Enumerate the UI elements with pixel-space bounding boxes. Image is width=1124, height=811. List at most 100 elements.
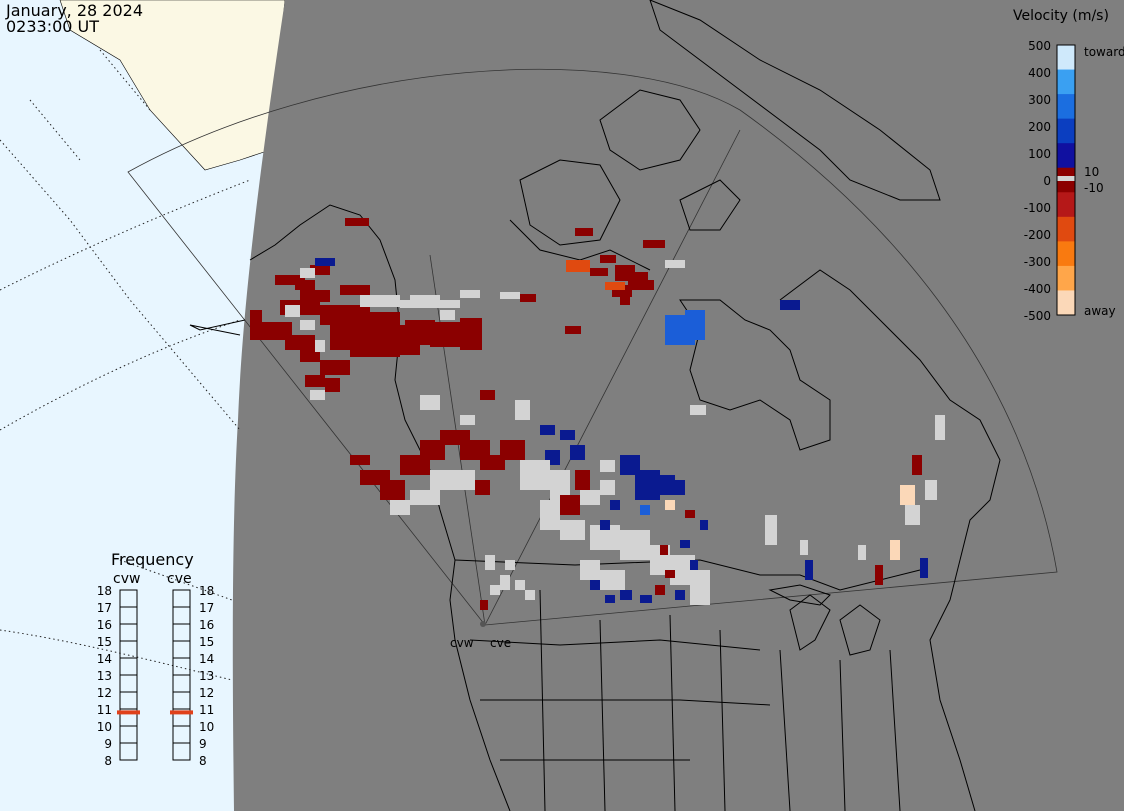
- echo-cell: [360, 295, 400, 307]
- echo-cell: [640, 595, 652, 603]
- graticule: [0, 49, 251, 681]
- echo-cell: [420, 395, 440, 410]
- echo-cell: [480, 390, 495, 400]
- coastlines: [189, 0, 1001, 811]
- radar-site-marker: [480, 621, 486, 627]
- frequency-radar-cvw: cvw: [113, 571, 140, 587]
- echo-cell: [560, 430, 575, 440]
- colorbar-segment: [1057, 118, 1075, 144]
- echo-cell: [410, 295, 440, 303]
- echo-cell: [315, 340, 325, 352]
- echo-cell: [690, 560, 698, 570]
- frequency-title: Frequency: [111, 550, 194, 569]
- echo-cell: [640, 505, 650, 515]
- frequency-tick-label: 9: [199, 737, 207, 751]
- colorbar-tick-label: -300: [1024, 255, 1051, 269]
- echo-cell: [325, 378, 340, 392]
- echo-cell: [262, 322, 292, 340]
- velocity-scale-title: Velocity (m/s): [1013, 8, 1109, 24]
- echo-cell: [380, 480, 405, 500]
- echo-cell: [390, 500, 410, 515]
- echo-cell: [300, 290, 330, 302]
- echo-cell: [440, 310, 455, 320]
- echo-cell: [300, 268, 315, 278]
- frequency-tick-label: 15: [199, 635, 214, 649]
- echo-cell: [315, 258, 335, 266]
- echo-cell: [665, 500, 675, 510]
- echo-cell: [660, 545, 668, 555]
- echo-cell: [600, 480, 615, 495]
- frequency-tick-label: 8: [199, 754, 207, 768]
- colorbar-tick-label: 100: [1028, 147, 1051, 161]
- echo-cell: [675, 590, 685, 600]
- echo-cell: [560, 520, 585, 540]
- echo-cell: [520, 460, 550, 490]
- echo-cell: [345, 218, 369, 226]
- echo-cell: [320, 360, 350, 375]
- colorbar-zero-band: [1057, 176, 1075, 181]
- frequency-radar-cve: cve: [167, 571, 192, 587]
- echo-cell: [475, 480, 490, 495]
- echo-cell: [690, 570, 710, 605]
- echo-cell: [590, 580, 600, 590]
- echo-cell: [925, 480, 937, 500]
- echo-cell: [520, 294, 536, 302]
- echo-cell: [890, 540, 900, 560]
- echo-cell: [600, 520, 610, 530]
- frequency-tick-label: 12: [199, 686, 214, 700]
- colorbar-frame: [1056, 44, 1076, 316]
- frequency-tick-label: 11: [199, 703, 214, 717]
- echo-cell: [580, 490, 600, 505]
- frequency-tick-label: 10: [97, 720, 112, 734]
- frequency-tick-label: 17: [199, 601, 214, 615]
- frequency-marker: [117, 710, 140, 715]
- echo-cell: [575, 228, 593, 236]
- echo-cell: [500, 440, 525, 460]
- echo-cell: [340, 285, 370, 295]
- echo-cell: [480, 600, 488, 610]
- echo-cell: [250, 310, 262, 340]
- echo-cell: [680, 540, 690, 548]
- frequency-tick-label: 8: [104, 754, 112, 768]
- date-label: January, 28 2024: [6, 1, 143, 20]
- echo-cell: [500, 575, 510, 590]
- echo-cell: [780, 300, 800, 310]
- echo-cell: [490, 585, 500, 595]
- frequency-marker: [170, 710, 193, 715]
- echo-cell: [900, 485, 915, 505]
- echo-cell: [305, 375, 325, 387]
- frequency-tick-label: 9: [104, 737, 112, 751]
- echo-cell: [515, 400, 530, 420]
- echo-cell: [570, 445, 585, 460]
- echo-cell: [640, 280, 654, 290]
- echo-cell: [525, 590, 535, 600]
- frequency-bars: 18 17 16 15 14 13 12 11 10 9 8 18 17 16 15 14 13 12 11 10 9 8: [97, 584, 215, 768]
- velocity-inner-tick-10: 10: [1084, 165, 1099, 179]
- echo-cell: [575, 470, 590, 490]
- echo-cell: [700, 520, 708, 530]
- echo-cell: [460, 415, 475, 425]
- colorbar-tick-label: 300: [1028, 93, 1051, 107]
- frequency-tick-label: 11: [97, 703, 112, 717]
- colorbar-segment: [1057, 290, 1075, 316]
- colorbar-tick-label: -100: [1024, 201, 1051, 215]
- echo-cell: [540, 425, 555, 435]
- echo-cell: [580, 560, 600, 580]
- echo-cell: [410, 490, 440, 505]
- echo-cell: [300, 320, 315, 330]
- echo-cell: [620, 590, 632, 600]
- velocity-inner-tick-minus10: -10: [1084, 181, 1104, 195]
- colorbar-tick-label: 400: [1028, 66, 1051, 80]
- echo-cell: [285, 335, 315, 350]
- echo-cell: [485, 555, 495, 570]
- colorbar-segment: [1057, 143, 1075, 169]
- echo-cell: [805, 560, 813, 580]
- frequency-tick-label: 10: [199, 720, 214, 734]
- echo-cell: [430, 470, 455, 490]
- echo-cell: [920, 558, 928, 578]
- echo-cell: [935, 415, 945, 440]
- echo-cell: [600, 570, 625, 590]
- colorbar-segment: [1057, 69, 1075, 95]
- echo-cell: [515, 580, 525, 590]
- frequency-tick-label: 16: [199, 618, 214, 632]
